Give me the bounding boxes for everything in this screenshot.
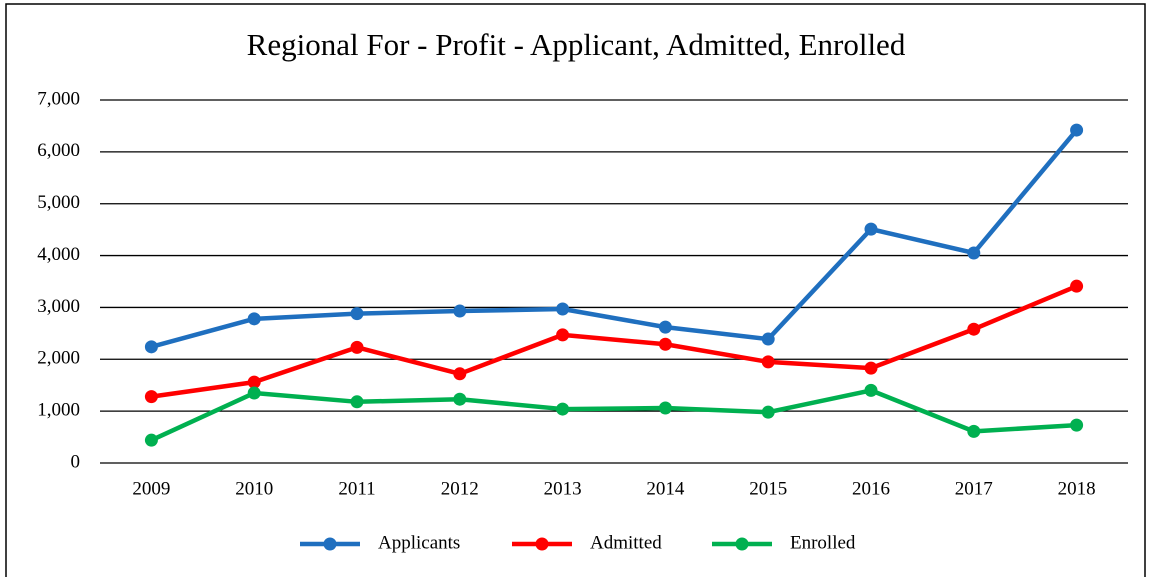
data-point	[761, 355, 775, 369]
data-point	[967, 424, 981, 438]
data-point	[761, 332, 775, 346]
data-point	[1070, 279, 1084, 293]
y-tick-label: 7,000	[37, 88, 80, 109]
y-tick-label: 6,000	[37, 140, 80, 161]
data-point	[864, 222, 878, 236]
legend-label: Admitted	[590, 532, 662, 553]
x-tick-label: 2018	[1058, 478, 1096, 499]
data-point	[1070, 418, 1084, 432]
data-point	[247, 312, 261, 326]
series-line	[151, 284, 1078, 399]
data-point	[453, 392, 467, 406]
data-point	[350, 395, 364, 409]
y-tick-label: 5,000	[37, 192, 80, 213]
data-point	[761, 405, 775, 419]
data-point	[556, 328, 570, 342]
series-line	[150, 128, 1079, 350]
data-point	[967, 246, 981, 260]
data-point	[864, 361, 878, 375]
data-point	[1070, 123, 1084, 137]
data-point	[556, 402, 570, 416]
data-point	[350, 307, 364, 321]
legend-marker	[323, 537, 337, 551]
y-tick-label: 2,000	[37, 348, 80, 369]
data-point	[247, 375, 261, 389]
data-point	[967, 322, 981, 336]
data-point	[658, 320, 672, 334]
x-tick-label: 2009	[132, 478, 170, 499]
data-point	[453, 367, 467, 381]
x-tick-label: 2013	[544, 478, 582, 499]
x-tick-label: 2011	[338, 478, 375, 499]
x-tick-label: 2016	[852, 478, 890, 499]
x-tick-label: 2010	[235, 478, 273, 499]
y-tick-label: 4,000	[37, 244, 80, 265]
data-point	[144, 433, 158, 447]
legend-marker	[535, 537, 549, 551]
series-line	[150, 388, 1077, 443]
x-tick-label: 2014	[646, 478, 685, 499]
y-tick-label: 1,000	[37, 400, 80, 421]
data-point	[350, 340, 364, 354]
data-point	[556, 302, 570, 316]
data-point	[658, 401, 672, 415]
data-point	[144, 390, 158, 404]
data-point	[658, 337, 672, 351]
data-point	[453, 304, 467, 318]
data-point	[864, 383, 878, 397]
x-tick-label: 2015	[749, 478, 787, 499]
y-tick-label: 0	[71, 451, 81, 472]
y-tick-label: 3,000	[37, 296, 80, 317]
data-point	[144, 340, 158, 354]
x-tick-label: 2017	[955, 478, 993, 499]
legend-marker	[735, 537, 749, 551]
data-point	[247, 386, 261, 400]
x-tick-label: 2012	[441, 478, 479, 499]
chart-title: Regional For - Profit - Applicant, Admit…	[247, 27, 906, 62]
legend-label: Enrolled	[790, 532, 856, 553]
legend-label: Applicants	[378, 532, 460, 553]
